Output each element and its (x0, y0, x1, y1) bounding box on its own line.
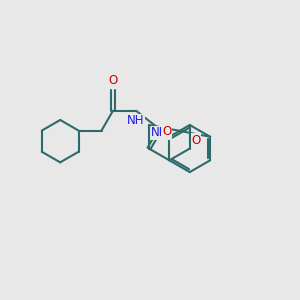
Text: NH: NH (151, 126, 169, 140)
Text: O: O (108, 74, 118, 87)
Text: O: O (191, 134, 200, 147)
Text: O: O (162, 125, 171, 138)
Text: NH: NH (127, 114, 145, 127)
